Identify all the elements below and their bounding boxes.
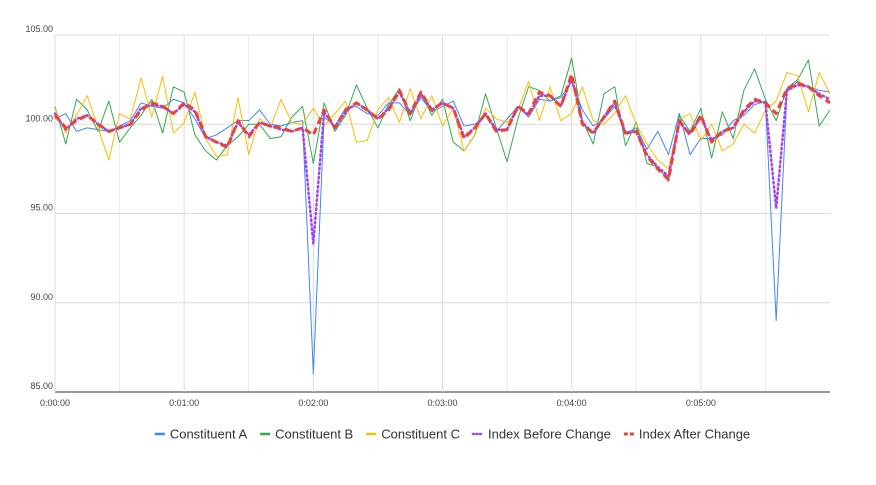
y-tick-label: 95.00 <box>30 203 53 213</box>
series-line <box>54 71 831 170</box>
x-tick-label: 0:00:00 <box>40 398 70 408</box>
x-tick-label: 0:04:00 <box>557 398 587 408</box>
x-tick-label: 0:05:00 <box>686 398 716 408</box>
legend: Constituent A Constituent B Constituent C I… <box>154 427 750 442</box>
x-tick-label: 0:01:00 <box>169 398 199 408</box>
legend-item: Constituent B <box>260 427 353 442</box>
legend-item: Constituent A <box>154 427 248 442</box>
x-tick-label: 0:02:00 <box>298 398 328 408</box>
legend-label: Constituent C <box>381 427 460 442</box>
legend-label: Constituent B <box>275 427 353 442</box>
y-tick-label: 105.00 <box>25 24 53 34</box>
legend-label: Index Before Change <box>488 427 611 442</box>
series-line <box>54 57 831 182</box>
y-tick-label: 90.00 <box>30 292 53 302</box>
legend-item: Index Before Change <box>471 427 611 442</box>
y-tick-label: 85.00 <box>30 381 53 391</box>
grid <box>54 34 830 393</box>
legend-item: Constituent C <box>366 427 460 442</box>
series-line <box>54 80 831 375</box>
y-tick-label: 100.00 <box>25 113 53 123</box>
x-tick-label: 0:03:00 <box>427 398 457 408</box>
legend-label: Index After Change <box>639 427 750 442</box>
legend-item: Index After Change <box>623 427 750 442</box>
legend-label: Constituent A <box>170 427 248 442</box>
